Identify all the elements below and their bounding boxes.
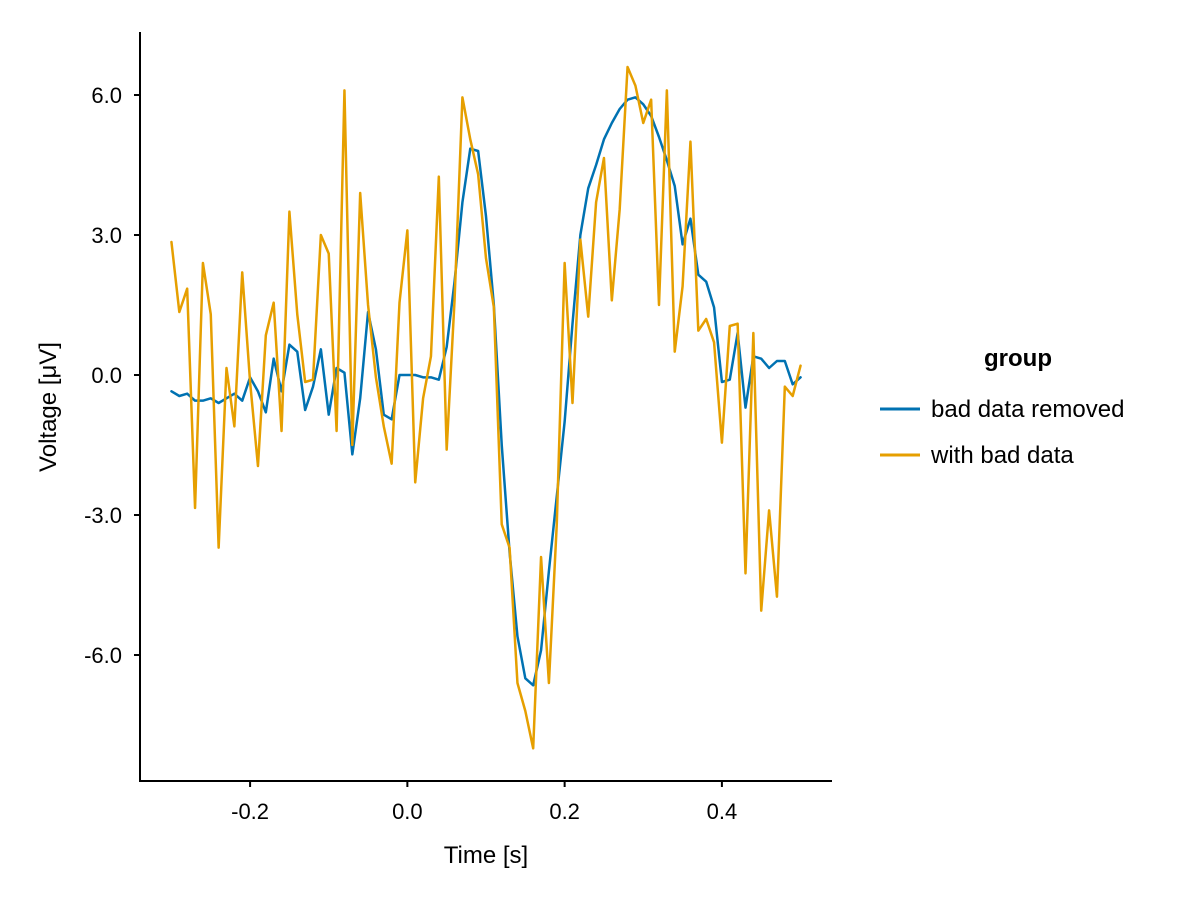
y-axis-label: Voltage [μV] — [35, 342, 62, 472]
legend: group bad data removed with bad data — [880, 345, 1124, 469]
x-tick-label: 0.2 — [549, 799, 580, 824]
legend-entries: bad data removed with bad data — [880, 396, 1124, 469]
x-tick-label: 0.0 — [392, 799, 423, 824]
y-tick-label: 6.0 — [91, 83, 122, 108]
axes — [139, 32, 832, 782]
legend-label-1: bad data removed — [931, 396, 1124, 423]
legend-label-2: with bad data — [930, 442, 1074, 469]
y-tick-label: -6.0 — [84, 643, 122, 668]
series-line-2 — [170, 65, 802, 750]
series-group — [170, 65, 802, 750]
x-axis-label: Time [s] — [444, 842, 528, 869]
x-tick-label: -0.2 — [231, 799, 269, 824]
series-line-1 — [170, 96, 802, 687]
y-tick-label: -3.0 — [84, 503, 122, 528]
ticks: -0.2 0.0 0.2 0.4 -6.0 -3.0 0.0 3.0 6.0 — [84, 83, 737, 824]
x-tick-label: 0.4 — [707, 799, 738, 824]
y-tick-label: 0.0 — [91, 363, 122, 388]
y-tick-label: 3.0 — [91, 223, 122, 248]
legend-title: group — [984, 345, 1052, 372]
